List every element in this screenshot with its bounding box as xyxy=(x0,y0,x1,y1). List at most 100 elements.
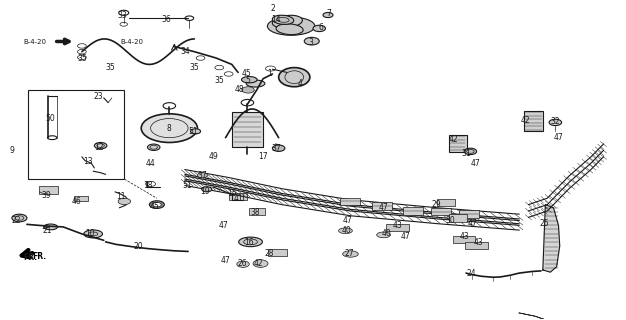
Text: 13: 13 xyxy=(83,157,93,166)
Text: 40: 40 xyxy=(341,226,351,235)
Bar xyxy=(437,199,455,206)
Text: 21: 21 xyxy=(43,226,53,235)
Text: 30: 30 xyxy=(446,216,455,225)
Text: 43: 43 xyxy=(393,221,402,230)
Text: 46: 46 xyxy=(72,197,82,206)
Text: 3: 3 xyxy=(309,38,314,47)
Bar xyxy=(386,224,409,231)
Circle shape xyxy=(190,129,200,134)
Text: 39: 39 xyxy=(41,190,51,200)
Text: 24: 24 xyxy=(466,268,476,278)
Text: 35: 35 xyxy=(105,63,115,72)
Text: 47: 47 xyxy=(553,133,563,142)
Text: 29: 29 xyxy=(431,200,441,209)
Text: 42: 42 xyxy=(254,259,263,268)
Bar xyxy=(465,242,488,249)
Text: 41: 41 xyxy=(233,194,243,203)
Ellipse shape xyxy=(44,224,58,230)
Ellipse shape xyxy=(272,15,294,24)
Text: 47: 47 xyxy=(468,219,477,228)
Bar xyxy=(372,202,392,210)
Text: 31: 31 xyxy=(461,149,471,158)
Circle shape xyxy=(323,12,333,18)
Text: 47: 47 xyxy=(342,216,352,225)
Circle shape xyxy=(95,142,107,149)
Bar xyxy=(453,236,475,244)
Text: 47: 47 xyxy=(401,232,410,241)
Text: 6: 6 xyxy=(318,23,323,32)
Text: 38: 38 xyxy=(250,208,260,217)
Text: 9: 9 xyxy=(9,146,14,155)
Text: 43: 43 xyxy=(474,238,483,247)
Text: B-4-20: B-4-20 xyxy=(120,39,143,45)
Text: 23: 23 xyxy=(94,92,103,101)
Bar xyxy=(524,111,543,131)
Polygon shape xyxy=(543,204,560,272)
Text: FR.: FR. xyxy=(24,253,38,262)
Bar xyxy=(449,214,466,222)
Ellipse shape xyxy=(239,237,262,247)
Text: 48: 48 xyxy=(235,85,244,94)
Text: 40: 40 xyxy=(382,229,392,238)
Circle shape xyxy=(202,187,212,192)
Circle shape xyxy=(242,87,254,93)
Bar xyxy=(249,208,265,215)
Ellipse shape xyxy=(279,68,310,87)
Text: 5: 5 xyxy=(245,76,250,85)
Text: 35: 35 xyxy=(77,53,87,62)
Text: 51: 51 xyxy=(182,181,192,190)
Ellipse shape xyxy=(342,251,358,257)
Text: 35: 35 xyxy=(215,76,224,85)
Text: 15: 15 xyxy=(227,189,237,198)
Ellipse shape xyxy=(267,17,315,35)
Bar xyxy=(341,197,361,205)
Circle shape xyxy=(141,114,197,142)
Bar xyxy=(74,196,88,201)
Text: 2: 2 xyxy=(270,4,275,13)
Text: 18: 18 xyxy=(143,181,152,190)
Text: 35: 35 xyxy=(190,63,199,72)
Text: 45: 45 xyxy=(241,69,251,78)
Text: 14: 14 xyxy=(270,15,280,24)
Bar xyxy=(28,90,125,179)
Text: 11: 11 xyxy=(116,192,126,201)
Text: 4: 4 xyxy=(298,79,303,88)
Circle shape xyxy=(464,148,476,155)
Circle shape xyxy=(150,201,165,208)
Text: 51: 51 xyxy=(188,127,198,136)
Ellipse shape xyxy=(377,232,391,238)
Bar xyxy=(268,249,287,256)
Text: 20: 20 xyxy=(133,242,143,251)
Circle shape xyxy=(148,144,160,150)
Circle shape xyxy=(12,214,27,222)
Text: 45: 45 xyxy=(150,202,160,211)
Circle shape xyxy=(272,145,285,151)
Bar xyxy=(232,112,263,147)
Circle shape xyxy=(197,173,207,178)
Text: 28: 28 xyxy=(265,250,274,259)
Text: 33: 33 xyxy=(118,11,127,20)
Text: 22: 22 xyxy=(11,216,21,225)
Circle shape xyxy=(549,119,562,125)
Text: 47: 47 xyxy=(471,159,480,168)
Ellipse shape xyxy=(246,80,265,87)
Text: 16: 16 xyxy=(244,238,254,247)
Text: 47: 47 xyxy=(219,221,228,230)
Text: B-4-20: B-4-20 xyxy=(24,39,46,45)
Ellipse shape xyxy=(339,228,352,234)
Text: 1: 1 xyxy=(267,69,272,78)
Text: 37: 37 xyxy=(272,144,282,153)
Text: 19: 19 xyxy=(200,188,210,196)
Text: 7: 7 xyxy=(326,9,331,18)
Ellipse shape xyxy=(242,76,257,83)
Circle shape xyxy=(153,202,162,207)
Text: 47: 47 xyxy=(221,256,230,265)
Text: 36: 36 xyxy=(162,15,171,24)
Text: 49: 49 xyxy=(208,152,218,161)
Text: 8: 8 xyxy=(167,124,172,132)
Text: 42: 42 xyxy=(449,135,458,144)
Bar xyxy=(228,194,247,200)
Text: 47: 47 xyxy=(379,203,389,212)
Circle shape xyxy=(118,198,131,204)
Text: 27: 27 xyxy=(344,250,354,259)
